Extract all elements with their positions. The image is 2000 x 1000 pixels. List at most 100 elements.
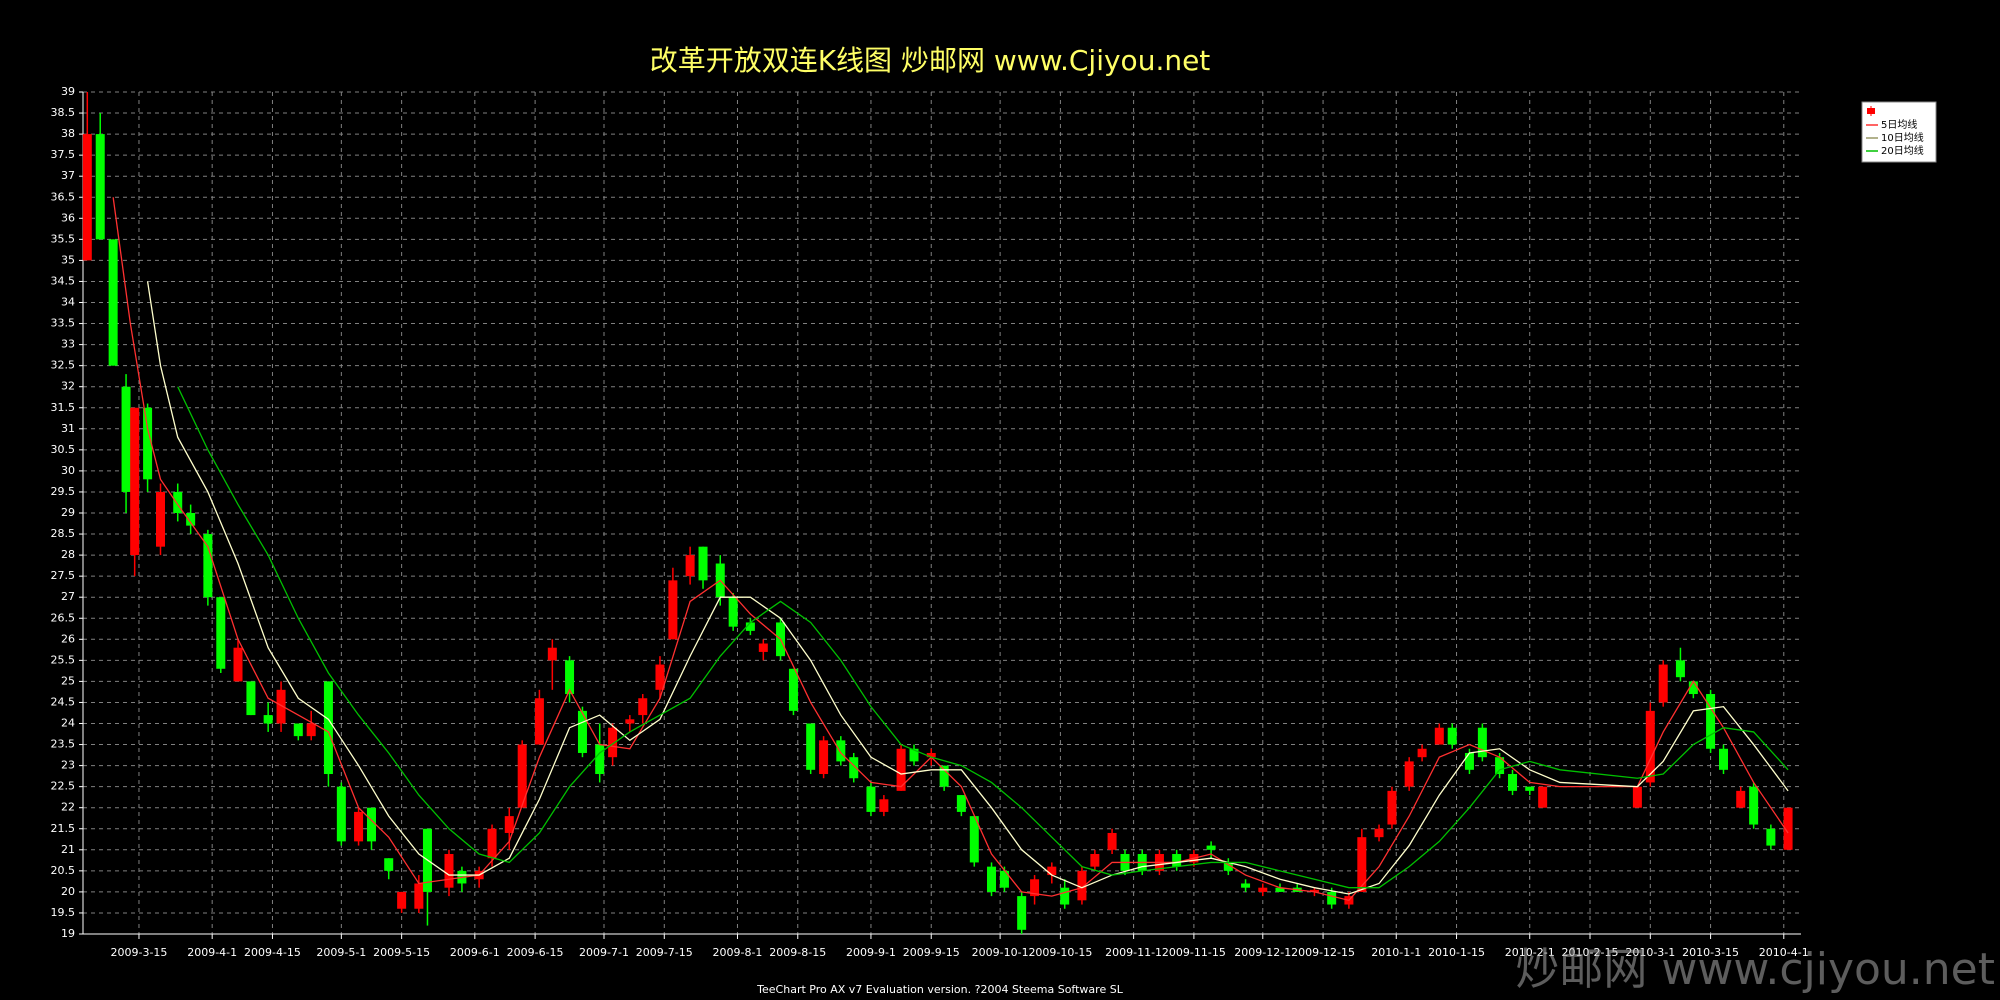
y-tick-label: 35 [61,253,75,266]
candle-body [999,870,1009,888]
candle-body [323,681,333,775]
legend-label: 20日均线 [1881,144,1924,157]
candle-body [82,134,92,261]
candle-body [108,239,118,366]
y-tick-label: 35.5 [51,232,76,245]
candle-body [655,664,665,690]
candle-body [565,660,575,695]
candle-body [896,748,906,791]
candle-body [143,407,153,480]
candle-body [216,597,226,669]
candle-body [836,740,846,762]
candle-body [1357,837,1367,892]
candle-body [186,513,196,526]
candle-body [1495,757,1505,775]
x-tick-label: 2010-2-1 [1505,946,1555,959]
candle-body [1477,727,1487,758]
x-tick-label: 2009-8-15 [769,946,826,959]
candle-body [1206,845,1216,850]
candle-body [806,723,816,770]
candle-body [728,597,738,627]
candle-body [354,811,364,842]
candle-body [625,719,635,724]
candle-body [1077,870,1087,901]
y-tick-label: 26.5 [51,611,76,624]
candle-body [263,715,273,724]
y-tick-label: 33.5 [51,317,76,330]
x-tick-label: 2010-1-15 [1428,946,1485,959]
candle-body [487,828,497,859]
y-tick-label: 28 [61,548,75,561]
candle-body [1387,790,1397,825]
y-tick-label: 19.5 [51,906,76,919]
y-tick-label: 24.5 [51,695,76,708]
candle-body [577,710,587,753]
x-tick-label: 2010-3-15 [1682,946,1739,959]
x-tick-label: 2009-5-1 [316,946,366,959]
candle-body [1645,710,1655,783]
x-tick-label: 2009-9-15 [903,946,960,959]
y-tick-label: 31.5 [51,401,76,414]
candle-body [293,723,303,737]
x-tick-label: 2009-9-1 [846,946,896,959]
y-tick-label: 30.5 [51,443,76,456]
y-tick-label: 38 [61,127,75,140]
candle-body [1706,694,1716,749]
y-tick-label: 29.5 [51,485,76,498]
candle-body [130,407,140,556]
y-tick-label: 29 [61,506,75,519]
y-tick-label: 25.5 [51,653,76,666]
candle-body [608,727,618,758]
x-tick-label: 2009-10-15 [1028,946,1092,959]
y-tick-label: 33 [61,338,75,351]
x-tick-label: 2009-11-1 [1105,946,1162,959]
candle-body [926,752,936,758]
y-tick-label: 38.5 [51,106,76,119]
candle-body [1464,752,1474,770]
candle-body [819,740,829,775]
watermark: 炒邮网 www.cjiyou.net [1515,944,1995,995]
candle-body [1172,854,1182,867]
candle-body [444,854,454,888]
y-tick-label: 28.5 [51,527,76,540]
y-tick-label: 27.5 [51,569,76,582]
candle-body [366,807,376,842]
x-tick-label: 2009-3-15 [111,946,168,959]
x-tick-label: 2009-11-15 [1162,946,1226,959]
candle-body [668,580,678,640]
x-tick-label: 2009-5-15 [373,946,430,959]
y-tick-label: 37.5 [51,148,76,161]
candle-body [517,744,527,808]
y-tick-label: 36 [61,211,75,224]
candle-body [745,622,755,631]
candle-body [1783,807,1793,850]
candle-body [595,744,605,775]
candle-body [1107,832,1117,850]
candle-body [1060,887,1070,905]
y-tick-label: 20 [61,885,75,898]
candle-body [1766,828,1776,846]
candle-body [1404,761,1414,787]
candle-body [306,723,316,737]
candle-body [1275,887,1285,892]
candle-body [758,643,768,652]
x-tick-label: 2010-2-15 [1562,946,1619,959]
x-tick-label: 2009-4-15 [244,946,301,959]
y-tick-label: 26 [61,632,75,645]
y-tick-label: 24 [61,717,75,730]
y-tick-label: 23 [61,759,75,772]
candle-body [1749,786,1759,825]
candle-body [384,858,394,871]
candle-body [1658,664,1668,703]
y-tick-label: 23.5 [51,738,76,751]
candle-body [956,795,966,812]
candle-body [233,647,243,682]
candle-body [1675,660,1685,678]
candle-body [246,681,256,716]
x-tick-label: 2009-10-1 [972,946,1029,959]
legend-box [1861,101,1937,163]
candle-body [276,689,286,724]
candle-body [397,891,407,909]
y-tick-label: 36.5 [51,190,76,203]
candle-body [1258,887,1268,892]
